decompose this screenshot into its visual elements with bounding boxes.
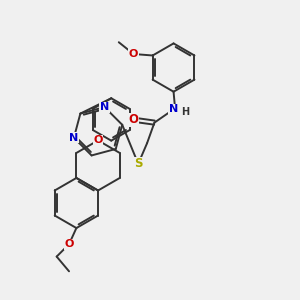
Text: N: N	[69, 133, 79, 143]
Text: O: O	[128, 113, 138, 126]
Text: N: N	[169, 104, 178, 114]
Text: O: O	[93, 135, 103, 146]
Text: S: S	[134, 157, 142, 170]
Text: O: O	[129, 49, 138, 59]
Text: H: H	[181, 107, 189, 117]
Text: N: N	[100, 102, 109, 112]
Text: O: O	[64, 239, 74, 249]
